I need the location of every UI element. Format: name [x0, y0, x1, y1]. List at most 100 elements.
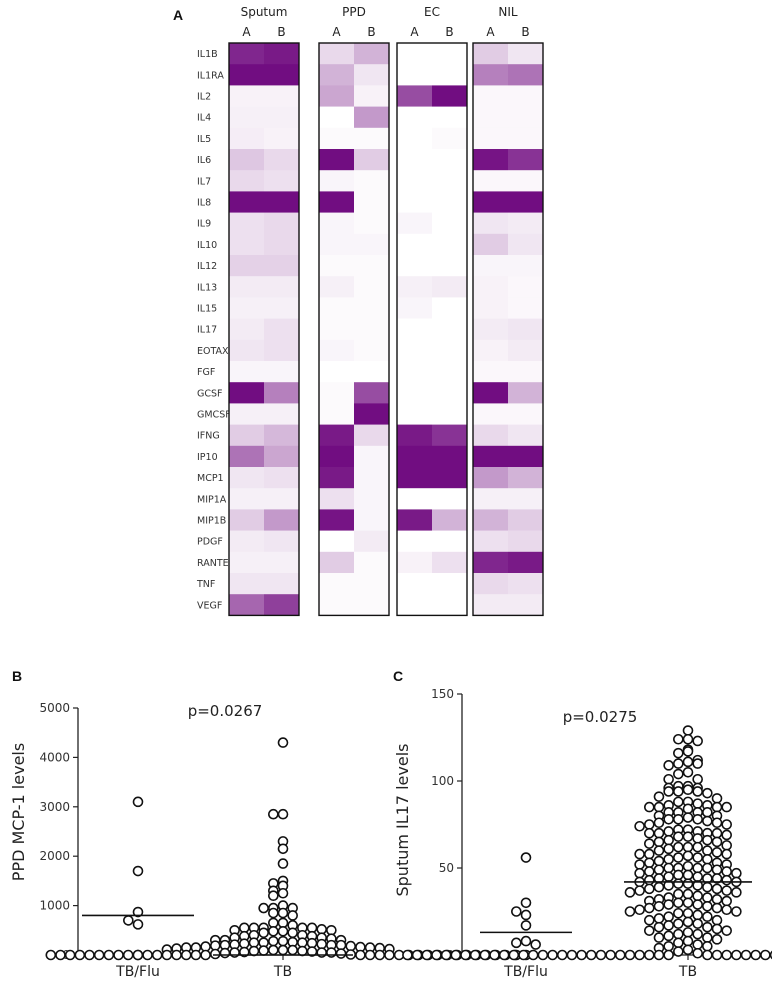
- panel-b-medians: [82, 914, 353, 956]
- heatmap-cell: [397, 64, 432, 86]
- y-tick-label: 1000: [39, 899, 70, 913]
- heatmap-cell: [354, 85, 389, 107]
- data-point: [277, 858, 289, 869]
- data-point: [277, 907, 289, 919]
- heatmap-row-label: IL13: [197, 282, 217, 293]
- data-point: [711, 894, 723, 905]
- heatmap-cell: [264, 361, 299, 383]
- data-point: [653, 827, 665, 839]
- heatmap-cell: [354, 276, 389, 298]
- heatmap-column-label: B: [445, 25, 453, 39]
- heatmap-cell: [473, 297, 508, 319]
- data-point: [511, 937, 522, 949]
- heatmap-cell: [508, 276, 543, 298]
- data-point: [692, 786, 703, 797]
- data-point: [277, 843, 289, 855]
- data-point: [335, 948, 347, 959]
- heatmap-cell: [508, 212, 543, 235]
- data-point: [682, 812, 694, 823]
- heatmap-cell: [319, 594, 354, 616]
- heatmap-cell: [264, 43, 299, 65]
- heatmap-cells: [229, 43, 543, 616]
- heatmap-cell: [508, 594, 543, 616]
- data-point: [760, 949, 771, 961]
- heatmap-row-label: IL2: [197, 92, 211, 103]
- panel-c-p-value: p=0.0275: [563, 708, 638, 726]
- data-point: [663, 760, 674, 771]
- data-point: [711, 836, 723, 848]
- panel-b-letter: B: [12, 668, 22, 684]
- data-point: [692, 947, 703, 959]
- data-point: [113, 949, 124, 961]
- heatmap-column-label: A: [486, 25, 495, 39]
- data-point: [520, 920, 532, 931]
- heatmap-cell: [354, 509, 389, 531]
- heatmap-cell: [319, 509, 354, 531]
- heatmap-cell: [432, 85, 467, 107]
- heatmap-cell: [319, 127, 354, 150]
- heatmap-group-title: EC: [424, 5, 440, 19]
- heatmap-cell: [229, 149, 264, 171]
- data-point: [702, 949, 713, 961]
- heatmap-cell: [397, 382, 432, 404]
- data-point: [711, 883, 723, 895]
- data-point: [682, 916, 694, 928]
- data-point: [682, 850, 694, 862]
- heatmap-cell: [264, 127, 299, 150]
- data-point: [653, 845, 665, 856]
- heatmap-cell: [319, 170, 354, 192]
- data-point: [673, 937, 684, 949]
- heatmap-row-label: IL4: [197, 113, 211, 124]
- heatmap-cell: [432, 64, 467, 86]
- data-point: [682, 944, 694, 956]
- data-point: [643, 866, 655, 877]
- heatmap-cell: [473, 64, 508, 86]
- data-point: [702, 911, 713, 923]
- data-point: [663, 949, 674, 961]
- heatmap-cell: [473, 467, 508, 489]
- heatmap-cell: [508, 85, 543, 107]
- data-point: [702, 853, 713, 865]
- heatmap-cell: [264, 85, 299, 107]
- data-point: [653, 921, 665, 933]
- heatmap-cell: [432, 318, 467, 341]
- heatmap-cell: [508, 233, 543, 256]
- data-point: [489, 949, 500, 961]
- data-point: [566, 949, 578, 961]
- data-point: [682, 841, 694, 853]
- data-point: [277, 887, 289, 899]
- heatmap-cell: [319, 149, 354, 171]
- heatmap-cell: [354, 149, 389, 171]
- data-point: [585, 949, 597, 961]
- data-point: [682, 831, 694, 842]
- data-point: [702, 932, 713, 943]
- heatmap-cell: [319, 551, 354, 574]
- data-point: [682, 756, 694, 768]
- heatmap-cell: [473, 191, 508, 213]
- data-point: [663, 880, 674, 891]
- heatmap-cell: [264, 382, 299, 404]
- heatmap-cell: [264, 233, 299, 256]
- data-point: [731, 867, 742, 879]
- data-point: [123, 915, 134, 926]
- heatmap-cell: [432, 551, 467, 574]
- heatmap-cell: [432, 170, 467, 192]
- heatmap-cell: [229, 594, 264, 616]
- data-point: [663, 813, 674, 825]
- data-point: [653, 836, 665, 848]
- heatmap-cell: [508, 361, 543, 383]
- data-point: [663, 853, 674, 865]
- data-point: [682, 725, 694, 736]
- heatmap-cell: [508, 170, 543, 192]
- data-point: [682, 733, 694, 745]
- y-tick-label: 150: [431, 687, 454, 701]
- heatmap-cell: [319, 43, 354, 65]
- heatmap-cell: [473, 170, 508, 192]
- data-point: [721, 895, 733, 907]
- heatmap-cell: [229, 488, 264, 510]
- y-tick-label: 5000: [39, 701, 70, 715]
- heatmap-cell: [264, 191, 299, 213]
- heatmap-cell: [319, 573, 354, 595]
- data-point: [200, 949, 211, 961]
